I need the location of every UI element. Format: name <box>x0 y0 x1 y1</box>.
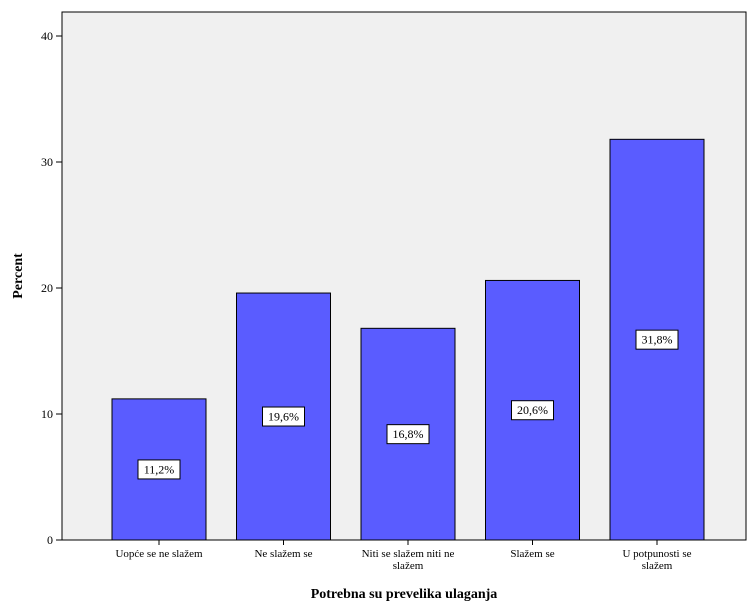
x-category-label: slažem <box>642 560 673 572</box>
data-label: 16,8% <box>393 427 424 441</box>
data-label: 31,8% <box>642 333 673 347</box>
y-tick-label: 10 <box>41 407 53 421</box>
x-category-label: slažem <box>393 560 424 572</box>
y-axis-title: Percent <box>11 253 26 299</box>
y-tick-label: 0 <box>47 533 53 547</box>
data-label: 20,6% <box>517 403 548 417</box>
data-label-box <box>137 459 181 480</box>
data-label: 11,2% <box>144 462 175 476</box>
y-tick-label: 40 <box>41 29 53 43</box>
data-label-box <box>262 406 305 427</box>
data-label-box <box>386 424 430 445</box>
y-tick-label: 20 <box>41 281 53 295</box>
axes-layer: 0 10 20 30 40 Uopće se ne slažem Ne slažem se N… <box>41 29 692 572</box>
x-category-label: U potpunosti se <box>622 548 691 560</box>
data-label-box <box>511 400 554 421</box>
data-label-box <box>635 329 679 350</box>
x-axis-title: Potrebna su prevelika ulaganja <box>311 587 498 602</box>
x-category-label: Uopće se ne slažem <box>115 548 202 560</box>
data-label: 19,6% <box>268 410 299 424</box>
x-category-label: Ne slažem se <box>254 548 312 560</box>
x-category-label: Slažem se <box>510 548 554 560</box>
x-category-label: Niti se slažem niti ne <box>362 548 455 560</box>
y-tick-label: 30 <box>41 155 53 169</box>
labels-layer: 11,2% 19,6% 16,8% 20,6% 31,8% <box>137 329 679 480</box>
